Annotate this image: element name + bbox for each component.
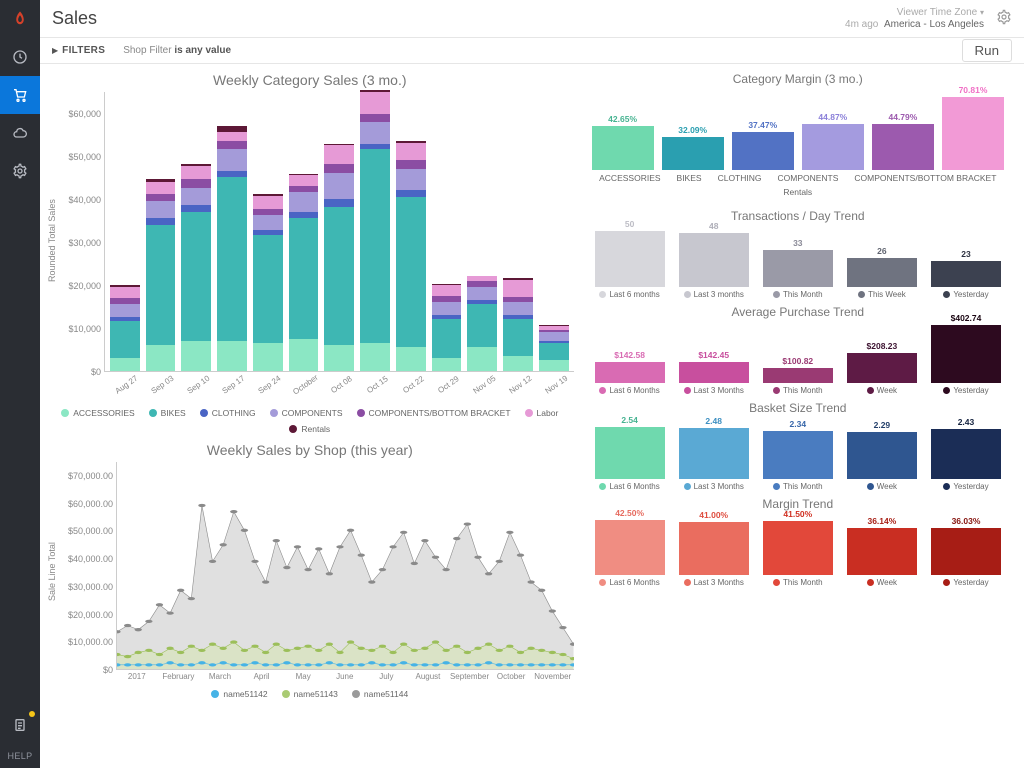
help-label[interactable]: HELP	[0, 744, 40, 768]
filter-text[interactable]: Shop Filter is any value	[123, 45, 231, 56]
weekly-plot: $0$10,000$20,000$30,000$40,000$50,000$60…	[104, 92, 574, 372]
filter-caret-icon[interactable]: ▶	[52, 46, 58, 55]
weekly-title: Weekly Category Sales (3 mo.)	[46, 72, 574, 88]
nav-clipboard[interactable]	[0, 706, 40, 744]
app-logo	[0, 0, 40, 38]
notification-badge	[29, 711, 35, 717]
shop-title: Weekly Sales by Shop (this year)	[46, 442, 574, 458]
shop-ylabel: Sale Line Total	[46, 462, 58, 681]
gear-icon[interactable]	[996, 9, 1012, 28]
timezone-info[interactable]: Viewer Time Zone ▾ 4m ago America - Los …	[845, 7, 984, 31]
margin-legend: ACCESSORIESBIKESCLOTHINGCOMPONENTSCOMPON…	[582, 173, 1014, 197]
filter-bar: ▶ FILTERS Shop Filter is any value Run	[40, 38, 1024, 64]
nav-cart[interactable]	[0, 76, 40, 114]
weekly-category-panel: Weekly Category Sales (3 mo.) Rounded To…	[46, 72, 574, 434]
filters-label[interactable]: FILTERS	[62, 45, 105, 56]
weekly-ylabel: Rounded Total Sales	[46, 92, 58, 390]
trend-panel: Margin Trend42.50%41.00%41.50%36.14%36.0…	[582, 497, 1014, 587]
nav-cloud[interactable]	[0, 114, 40, 152]
nav-clock[interactable]	[0, 38, 40, 76]
margin-title: Category Margin (3 mo.)	[582, 72, 1014, 86]
trend-panel: Basket Size Trend2.542.482.342.292.43Las…	[582, 401, 1014, 491]
shop-xaxis: 2017FebruaryMarchAprilMayJuneJulyAugustS…	[116, 670, 574, 681]
trend-panel: Transactions / Day Trend5048332623Last 6…	[582, 209, 1014, 299]
page-title: Sales	[52, 8, 97, 29]
trend-panel: Average Purchase Trend$142.58$142.45$100…	[582, 305, 1014, 395]
margin-plot: 42.65%32.09%37.47%44.87%44.79%70.81%	[582, 88, 1014, 170]
margin-panel: Category Margin (3 mo.) 42.65%32.09%37.4…	[582, 72, 1014, 197]
sidebar: HELP	[0, 0, 40, 768]
topbar: Sales Viewer Time Zone ▾ 4m ago America …	[40, 0, 1024, 38]
run-button[interactable]: Run	[962, 39, 1012, 62]
weekly-legend: ACCESSORIESBIKESCLOTHINGCOMPONENTSCOMPON…	[46, 408, 574, 434]
shop-legend: name51142name51143name51144	[46, 689, 574, 699]
weekly-xaxis: Aug 27Sep 03Sep 10Sep 17Sep 24OctoberOct…	[104, 372, 574, 390]
shop-plot: $0$10,000.00$20,000.00$30,000.00$40,000.…	[116, 462, 574, 670]
nav-settings[interactable]	[0, 152, 40, 190]
shop-panel: Weekly Sales by Shop (this year) Sale Li…	[46, 442, 574, 699]
